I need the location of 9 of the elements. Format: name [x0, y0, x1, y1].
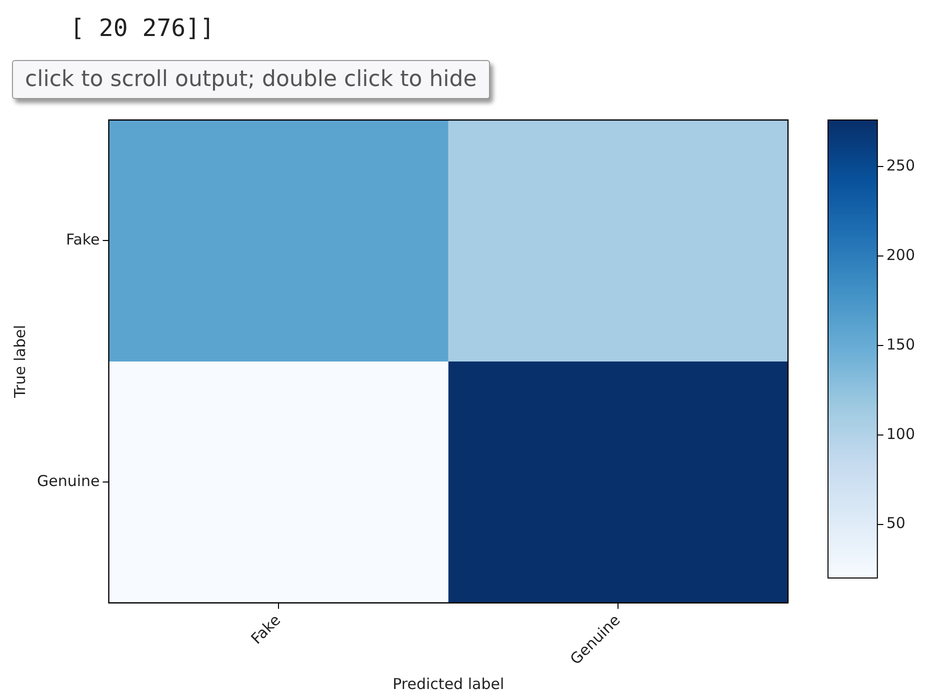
color-bar-label: 250: [886, 156, 916, 174]
color-bar-label: 50: [886, 514, 906, 532]
color-bar-label: 100: [886, 424, 916, 443]
x-axis-title: Predicted label: [392, 674, 504, 693]
text: click to scroll output; double click to hide: [12, 60, 490, 99]
y-axis-title: True label: [10, 324, 29, 399]
color-bar-label: 200: [886, 246, 916, 264]
text: [ 20 276]]: [70, 14, 214, 42]
color-bar-label: 150: [886, 335, 916, 354]
